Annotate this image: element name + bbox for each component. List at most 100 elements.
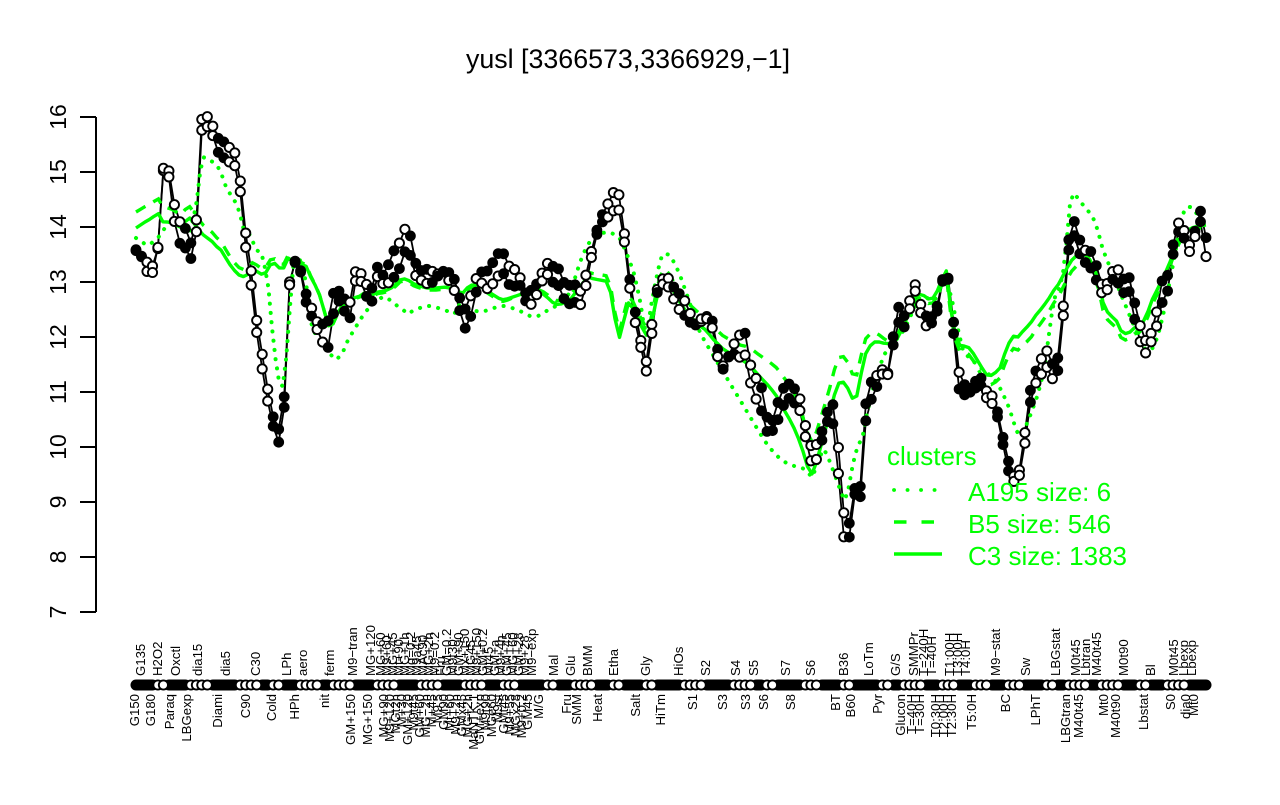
svg-text:HiOs: HiOs <box>671 646 686 676</box>
svg-text:M9t30: M9t30 <box>445 639 460 676</box>
svg-text:M9.5: M9.5 <box>430 694 445 723</box>
svg-text:7: 7 <box>45 606 71 619</box>
svg-text:C90: C90 <box>238 694 253 718</box>
svg-text:C3 size: 1383: C3 size: 1383 <box>968 541 1127 571</box>
svg-text:MG+1h: MG+1h <box>397 632 412 676</box>
svg-text:M40t90: M40t90 <box>1108 694 1123 738</box>
svg-text:GM+60: GM+60 <box>412 694 427 738</box>
svg-text:Heat: Heat <box>590 694 605 722</box>
svg-text:MG+120: MG+120 <box>363 625 378 676</box>
svg-text:SMMPr: SMMPr <box>906 631 921 676</box>
svg-text:aero: aero <box>295 650 310 676</box>
svg-text:T0:30H: T0:30H <box>928 694 943 737</box>
svg-text:MG45: MG45 <box>463 640 478 676</box>
svg-text:Mg=0.2: Mg=0.2 <box>403 632 418 676</box>
svg-text:S7: S7 <box>778 660 793 676</box>
svg-text:MG+45: MG+45 <box>385 632 400 676</box>
svg-text:C30: C30 <box>248 652 263 676</box>
svg-text:M/G: M/G <box>531 694 546 719</box>
svg-text:GMx45: GMx45 <box>454 694 469 737</box>
svg-text:Mx+150: Mx+150 <box>457 629 472 676</box>
svg-text:BC: BC <box>998 694 1013 713</box>
svg-text:GM+45: GM+45 <box>499 632 514 676</box>
svg-text:Sw: Sw <box>1018 657 1033 676</box>
svg-text:M+30: M+30 <box>394 694 409 727</box>
svg-text:T3:00H: T3:00H <box>950 633 965 676</box>
svg-text:Lbstat: Lbstat <box>1136 694 1151 730</box>
svg-text:G135: G135 <box>133 644 148 676</box>
svg-text:M40t45: M40t45 <box>1071 694 1086 738</box>
svg-text:MG+60: MG+60 <box>505 632 520 676</box>
svg-text:M0t45: M0t45 <box>1068 639 1083 676</box>
svg-text:S0: S0 <box>1163 694 1178 710</box>
svg-text:M9−exp: M9−exp <box>524 629 539 676</box>
svg-text:Fru: Fru <box>433 656 448 676</box>
svg-text:BT: BT <box>828 694 843 711</box>
svg-text:LPhT: LPhT <box>1028 694 1043 726</box>
svg-text:LPh: LPh <box>279 653 294 676</box>
svg-text:Lbtran: Lbtran <box>1078 639 1093 676</box>
svg-text:MG+90: MG+90 <box>376 694 391 738</box>
svg-text:M9+0.2: M9+0.2 <box>514 694 529 738</box>
svg-text:11: 11 <box>45 380 71 404</box>
svg-text:GM+90: GM+90 <box>451 632 466 676</box>
svg-text:MGe60: MGe60 <box>484 694 499 737</box>
svg-text:M9t45: M9t45 <box>406 694 421 731</box>
svg-text:Pyr: Pyr <box>870 693 885 713</box>
svg-text:HiTm: HiTm <box>653 694 668 726</box>
svg-text:M9+55: M9+55 <box>502 694 517 735</box>
svg-text:A195 size: 6: A195 size: 6 <box>968 477 1111 507</box>
svg-text:G180: G180 <box>143 694 158 726</box>
svg-text:M9+150: M9+150 <box>469 628 484 676</box>
svg-text:S1: S1 <box>685 694 700 710</box>
svg-text:M9−tran: M9−tran <box>345 627 360 676</box>
svg-text:GM+28: GM+28 <box>511 632 526 676</box>
svg-text:GM=0.2: GM=0.2 <box>439 629 454 676</box>
svg-text:GM+120: GM+120 <box>400 694 415 745</box>
svg-text:MG+2h: MG+2h <box>421 632 436 676</box>
svg-text:S3: S3 <box>738 694 753 710</box>
svg-text:Salt: Salt <box>628 694 643 717</box>
svg-text:S5: S5 <box>746 660 761 676</box>
svg-text:GM45: GM45 <box>520 694 535 730</box>
svg-text:Mt+60: Mt+60 <box>442 694 457 731</box>
svg-text:MG−2h: MG−2h <box>418 694 433 738</box>
svg-text:M9+2h: M9+2h <box>448 694 463 735</box>
svg-text:M40t45: M40t45 <box>1089 632 1104 676</box>
svg-text:Bl: Bl <box>1143 664 1158 676</box>
svg-text:MGx28: MGx28 <box>508 694 523 737</box>
svg-text:T2:00H: T2:00H <box>936 694 951 737</box>
svg-text:M9+60: M9+60 <box>379 635 394 676</box>
svg-text:14: 14 <box>45 214 71 240</box>
svg-text:Mt0: Mt0 <box>1096 694 1111 716</box>
svg-text:Mt45: Mt45 <box>481 647 496 676</box>
svg-text:LBGstat: LBGstat <box>1048 628 1063 676</box>
svg-text:GM+a: GM+a <box>487 639 502 676</box>
svg-text:M9+28: M9+28 <box>517 635 532 676</box>
svg-text:M+45: M+45 <box>424 694 439 727</box>
svg-text:GM+exp: GM+exp <box>472 694 487 744</box>
svg-text:GM+150: GM+150 <box>343 694 358 745</box>
svg-text:HPh: HPh <box>287 694 302 720</box>
svg-text:T=30H: T=30H <box>912 694 927 734</box>
svg-text:G150: G150 <box>127 694 142 726</box>
svg-text:T=40H: T=40H <box>924 636 939 676</box>
svg-text:ferm: ferm <box>322 650 337 676</box>
svg-text:G/S: G/S <box>888 653 903 676</box>
svg-text:B36: B36 <box>836 653 851 676</box>
svg-text:MG+2h: MG+2h <box>460 694 475 738</box>
svg-text:Gly: Gly <box>638 656 653 676</box>
svg-text:Lbexp: Lbexp <box>1184 640 1199 676</box>
svg-text:T2:30H: T2:30H <box>944 694 959 737</box>
svg-text:15: 15 <box>45 159 71 185</box>
svg-text:B60: B60 <box>843 694 858 717</box>
svg-text:MGt2h: MGt2h <box>388 694 403 734</box>
svg-text:M0t45: M0t45 <box>1166 639 1181 676</box>
svg-text:MG+60: MG+60 <box>373 632 388 676</box>
svg-text:16: 16 <box>45 104 71 130</box>
svg-text:Oxctl: Oxctl <box>168 646 183 676</box>
svg-text:Etha: Etha <box>606 648 621 676</box>
svg-text:dia15: dia15 <box>190 644 205 676</box>
svg-text:Mt0: Mt0 <box>1186 694 1201 716</box>
svg-text:Glucon: Glucon <box>893 694 908 736</box>
